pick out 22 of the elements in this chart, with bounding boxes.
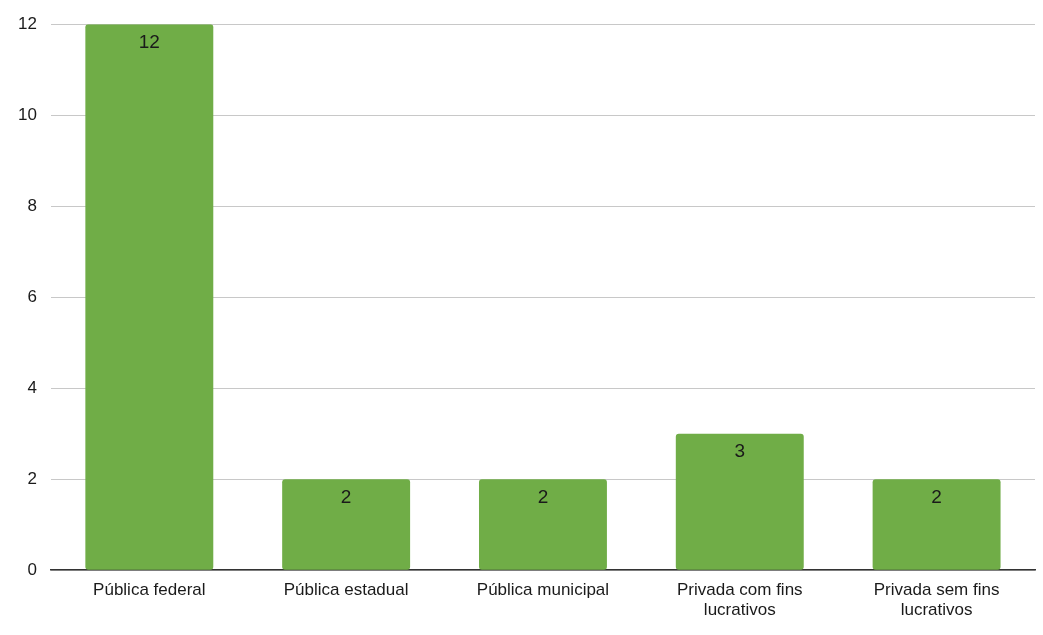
y-tick-label: 2 [27, 468, 37, 488]
x-tick-label: Pública municipal [476, 580, 610, 600]
bar [675, 433, 804, 570]
bar [478, 479, 607, 570]
data-label: 2 [537, 485, 549, 507]
y-tick-label: 12 [17, 13, 37, 33]
bar [282, 479, 411, 570]
y-tick-label: 8 [27, 195, 37, 215]
data-label: 12 [138, 30, 160, 52]
x-tick-label: Privada com fins lucrativos [676, 580, 803, 620]
x-tick-label: Privada sem fins lucrativos [873, 580, 1000, 620]
data-label: 2 [340, 485, 352, 507]
y-tick-label: 10 [17, 104, 37, 124]
y-tick-label: 4 [27, 377, 37, 397]
bar [872, 479, 1001, 570]
x-tick-label: Pública federal [93, 580, 206, 600]
bar [85, 24, 214, 570]
y-tick-label: 6 [27, 286, 37, 306]
x-tick-label: Pública estadual [283, 580, 409, 600]
y-tick-label: 0 [27, 559, 37, 579]
data-label: 3 [734, 440, 746, 462]
data-label: 2 [931, 485, 942, 507]
